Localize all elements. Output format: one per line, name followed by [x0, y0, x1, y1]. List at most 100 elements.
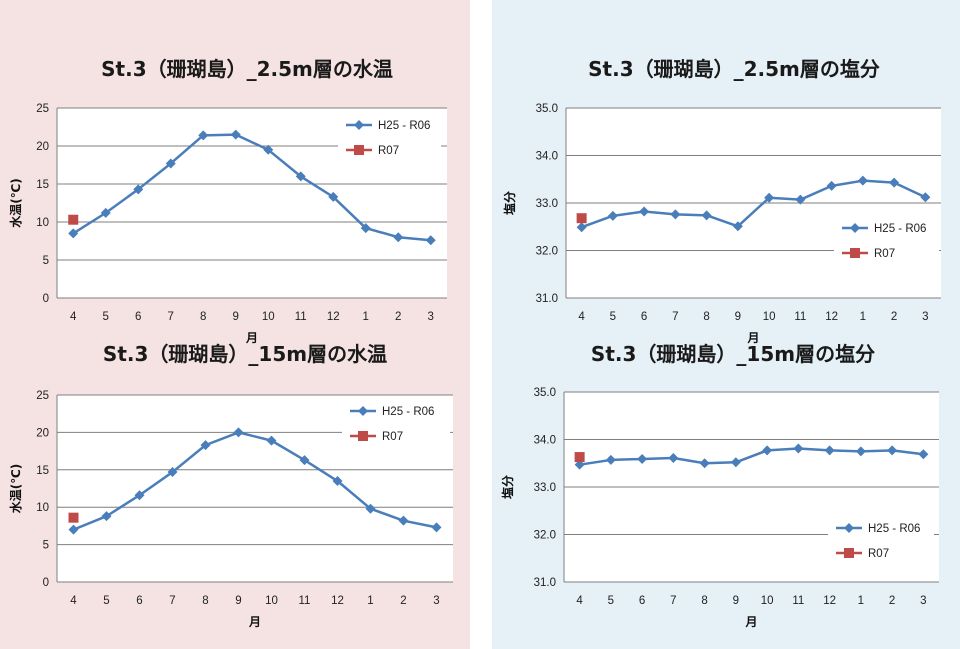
- chart-sal-2-5m: St.3（珊瑚島）_2.5m層の塩分 31.0 32.0 33.0 34.0 35.0 4 5…: [492, 18, 960, 345]
- x-tick-label: 6: [639, 595, 645, 607]
- y-tick-label: 5: [43, 255, 49, 267]
- legend-marker: [850, 248, 860, 258]
- x-tick-label: 4: [578, 311, 585, 323]
- series-line: [581, 179, 926, 229]
- data-point: [133, 184, 144, 195]
- data-point: [360, 223, 371, 234]
- series-current: [68, 512, 79, 523]
- data-point: [68, 524, 79, 535]
- x-tick-label: 3: [920, 595, 926, 607]
- data-point: [233, 427, 244, 438]
- data-point: [431, 522, 442, 533]
- series-main: [68, 129, 436, 246]
- x-tick-label: 1: [860, 311, 866, 323]
- legend-item: R07: [346, 145, 399, 157]
- data-point: [732, 221, 743, 232]
- data-point: [824, 445, 835, 456]
- chart-svg: St.3（珊瑚島）_2.5m層の塩分 31.0 32.0 33.0 34.0 35.0 4 5…: [502, 57, 941, 345]
- x-tick-label: 5: [103, 595, 109, 607]
- legend-label: H25 - R06: [868, 523, 920, 535]
- legend-label: R07: [378, 145, 399, 157]
- x-tick-label: 3: [922, 311, 928, 323]
- data-point: [887, 445, 898, 456]
- legend-marker: [354, 120, 364, 130]
- x-tick-label: 10: [763, 311, 776, 323]
- legend-label: H25 - R06: [874, 223, 926, 235]
- chart-title: St.3（珊瑚島）_2.5m層の塩分: [588, 57, 880, 81]
- legend-item: R07: [350, 431, 403, 443]
- y-tick-label: 0: [43, 577, 49, 589]
- data-point: [889, 177, 900, 188]
- y-tick-label: 35.0: [536, 103, 558, 115]
- data-point: [576, 213, 587, 224]
- data-point: [826, 180, 837, 191]
- legend-item: R07: [836, 548, 889, 560]
- data-point: [857, 175, 868, 186]
- y-tick-label: 33.0: [534, 482, 556, 494]
- legend-item: H25 - R06: [842, 223, 926, 235]
- x-tick-label: 10: [265, 595, 278, 607]
- data-point: [730, 457, 741, 468]
- chart-title: St.3（珊瑚島）_2.5m層の水温: [101, 57, 393, 81]
- legend-marker: [844, 548, 854, 558]
- series-line: [579, 447, 924, 466]
- x-tick-label: 4: [70, 595, 77, 607]
- series-main: [574, 443, 929, 470]
- data-point: [299, 455, 310, 466]
- x-tick-label: 9: [233, 311, 239, 323]
- x-tick-label: 7: [670, 595, 676, 607]
- y-axis-title: 水温(℃): [8, 178, 23, 228]
- y-tick-label: 20: [36, 141, 49, 153]
- x-tick-label: 9: [735, 311, 741, 323]
- x-tick-label: 12: [331, 595, 344, 607]
- data-point: [639, 206, 650, 217]
- x-tick-label: 6: [641, 311, 647, 323]
- x-tick-label: 1: [363, 311, 369, 323]
- legend-item: H25 - R06: [346, 120, 430, 132]
- x-tick-label: 8: [703, 311, 709, 323]
- x-tick-label: 2: [400, 595, 406, 607]
- data-point: [263, 144, 274, 155]
- data-point: [230, 129, 241, 140]
- x-tick-label: 9: [733, 595, 739, 607]
- data-point: [68, 228, 79, 239]
- legend-item: H25 - R06: [350, 406, 434, 418]
- legend-marker: [354, 145, 364, 155]
- y-tick-label: 0: [43, 293, 49, 305]
- y-tick-label: 33.0: [536, 198, 558, 210]
- series-current: [576, 213, 587, 224]
- data-point: [918, 449, 929, 460]
- x-axis-title: 月: [248, 615, 261, 629]
- y-tick-label: 31.0: [534, 577, 556, 589]
- series-line: [72, 133, 431, 242]
- legend: H25 - R06 R07: [834, 214, 939, 265]
- x-tick-label: 4: [70, 311, 77, 323]
- x-tick-label: 12: [327, 311, 340, 323]
- x-tick-label: 11: [794, 311, 806, 323]
- data-point: [328, 191, 339, 202]
- x-tick-label: 4: [576, 595, 583, 607]
- x-tick-label: 8: [701, 595, 707, 607]
- y-tick-label: 32.0: [534, 530, 556, 542]
- legend-marker: [844, 523, 854, 533]
- y-tick-label: 15: [36, 465, 49, 477]
- legend-marker: [358, 406, 368, 416]
- y-axis-title: 塩分: [500, 475, 515, 499]
- data-point: [793, 443, 804, 454]
- data-point: [605, 454, 616, 465]
- data-point: [574, 459, 585, 470]
- data-point: [762, 445, 773, 456]
- salinity-panel: St.3（珊瑚島）_2.5m層の塩分 31.0 32.0 33.0 34.0 35.0 4 5…: [492, 0, 960, 649]
- legend-label: H25 - R06: [378, 120, 430, 132]
- data-point: [701, 210, 712, 221]
- series-main: [576, 175, 931, 233]
- series-current: [574, 452, 585, 463]
- x-tick-label: 12: [825, 311, 838, 323]
- x-tick-label: 5: [608, 595, 614, 607]
- x-axis-title: 月: [746, 331, 759, 345]
- x-tick-label: 11: [299, 595, 311, 607]
- x-tick-label: 2: [395, 311, 401, 323]
- data-point: [332, 476, 343, 487]
- x-axis-title: 月: [245, 331, 258, 345]
